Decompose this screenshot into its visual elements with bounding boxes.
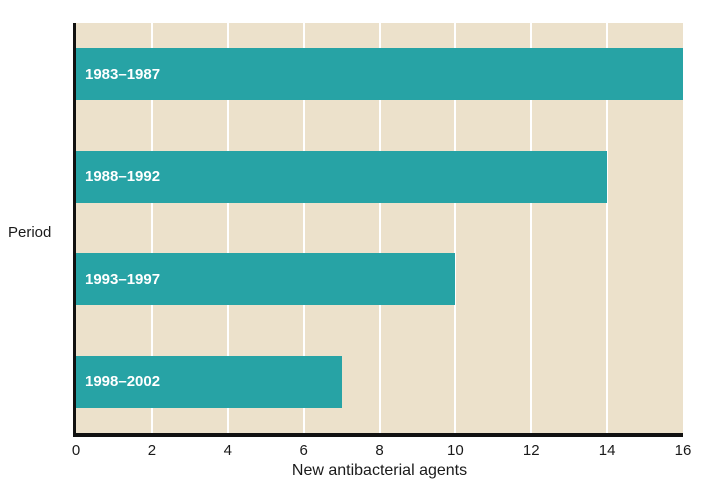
bar: 1993–1997 — [76, 253, 456, 306]
x-tick-label: 8 — [375, 442, 384, 459]
bar: 1983–1987 — [76, 48, 683, 101]
x-axis-label: New antibacterial agents — [291, 462, 468, 479]
gridline — [530, 23, 533, 433]
x-tick-label: 12 — [522, 442, 540, 459]
gridline — [606, 23, 609, 433]
x-axis-ticks: 0 2 4 6 8 10 12 14 16 — [72, 442, 692, 460]
bar: 1988–1992 — [76, 150, 608, 203]
gridline — [150, 23, 153, 433]
x-tick-label: 4 — [223, 442, 232, 459]
bar-label: 1988–1992 — [85, 168, 161, 186]
gridline — [302, 23, 305, 433]
bar-label: 1998–2002 — [85, 373, 161, 391]
gridline — [454, 23, 457, 433]
x-tick-label: 6 — [299, 442, 308, 459]
gridline — [378, 23, 381, 433]
plot-area: 1983–1987 1988–1992 1993–1997 1998–2002 — [73, 23, 683, 437]
bar: 1998–2002 — [76, 355, 342, 408]
y-axis-label: Period — [8, 224, 52, 241]
bar-label: 1993–1997 — [85, 270, 161, 288]
bar-label: 1983–1987 — [85, 65, 161, 83]
x-tick-label: 0 — [71, 442, 81, 459]
x-tick-label: 2 — [147, 442, 157, 459]
x-tick-label: 14 — [598, 442, 616, 459]
x-tick-label: 16 — [674, 442, 692, 459]
gridline — [226, 23, 229, 433]
x-tick-label: 10 — [447, 442, 464, 459]
